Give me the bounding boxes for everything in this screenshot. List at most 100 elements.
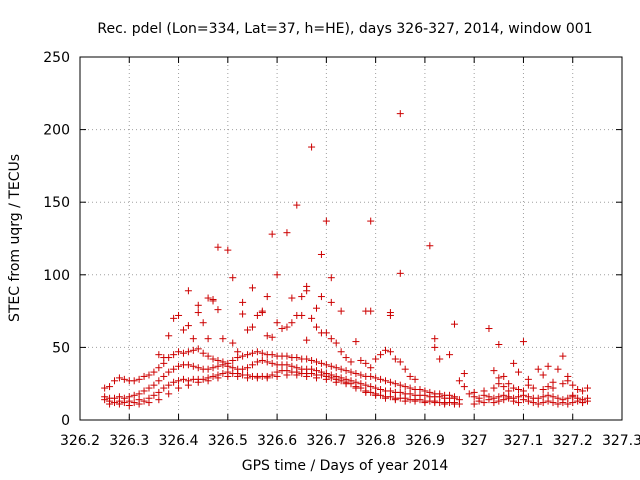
data-point (322, 361, 330, 369)
data-point (140, 387, 148, 395)
data-point (490, 367, 498, 375)
data-point (194, 345, 202, 353)
data-point (248, 349, 256, 357)
data-point (283, 229, 291, 237)
data-point (524, 393, 532, 401)
plot-frame (79, 56, 623, 421)
x-tick-label: 326.3 (109, 433, 149, 449)
data-point (460, 383, 468, 391)
x-tick-label: 327.1 (503, 433, 543, 449)
data-point (584, 394, 592, 402)
data-point (165, 390, 173, 398)
data-point (209, 372, 217, 380)
data-point (303, 287, 311, 295)
data-point (288, 294, 296, 302)
data-point (189, 362, 197, 370)
data-point (386, 387, 394, 395)
data-point (337, 307, 345, 315)
data-point (268, 359, 276, 367)
data-point (500, 372, 508, 380)
data-point (263, 374, 271, 382)
data-point (263, 332, 271, 340)
x-tick-label: 326.7 (306, 433, 346, 449)
data-point (490, 394, 498, 402)
data-point (308, 356, 316, 364)
data-point (377, 351, 385, 359)
data-point (145, 384, 153, 392)
data-point (386, 311, 394, 319)
data-point (327, 274, 335, 282)
data-point (253, 358, 261, 366)
data-point (347, 358, 355, 366)
data-point (391, 355, 399, 363)
data-point (229, 356, 237, 364)
data-point (401, 383, 409, 391)
data-point (293, 371, 301, 379)
data-point (184, 381, 192, 389)
data-point (209, 364, 217, 372)
x-tick-label: 327 (461, 433, 488, 449)
data-point (411, 397, 419, 405)
data-point (396, 269, 404, 277)
data-point (184, 322, 192, 330)
data-point (317, 359, 325, 367)
data-point (224, 359, 232, 367)
data-point (337, 348, 345, 356)
data-point (554, 394, 562, 402)
data-point (450, 400, 458, 408)
data-point (362, 359, 370, 367)
data-point (288, 362, 296, 370)
data-point (313, 358, 321, 366)
data-point (327, 335, 335, 343)
data-point (500, 391, 508, 399)
data-point (367, 307, 375, 315)
data-point (125, 393, 133, 401)
data-point (283, 323, 291, 331)
data-point (584, 384, 592, 392)
data-point (273, 271, 281, 279)
data-point (209, 355, 217, 363)
data-point (524, 375, 532, 383)
data-point (569, 381, 577, 389)
data-point (160, 384, 168, 392)
data-point (317, 368, 325, 376)
data-point (367, 364, 375, 372)
data-point (155, 396, 163, 404)
data-point (165, 368, 173, 376)
data-point (534, 365, 542, 373)
data-point (327, 371, 335, 379)
y-axis-label: STEC from uqrg / TECUs (7, 154, 23, 322)
data-point (239, 310, 247, 318)
data-point (194, 301, 202, 309)
data-point (401, 365, 409, 373)
data-point (313, 304, 321, 312)
data-point (303, 355, 311, 363)
data-point (475, 394, 483, 402)
data-point (204, 294, 212, 302)
data-point (175, 362, 183, 370)
y-tick-label: 200 (43, 123, 70, 139)
data-point (377, 386, 385, 394)
data-point (244, 351, 252, 359)
data-point (308, 365, 316, 373)
data-point (317, 250, 325, 258)
data-point (288, 319, 296, 327)
data-point (165, 332, 173, 340)
y-tick-label: 50 (52, 340, 70, 356)
data-point (204, 335, 212, 343)
data-point (204, 365, 212, 373)
data-point (579, 399, 587, 407)
data-point (170, 378, 178, 386)
data-point (110, 377, 118, 385)
data-point (431, 343, 439, 351)
data-point (234, 348, 242, 356)
data-point (327, 362, 335, 370)
data-point (224, 372, 232, 380)
data-point (352, 370, 360, 378)
data-point (574, 386, 582, 394)
data-point (184, 361, 192, 369)
data-point (273, 372, 281, 380)
data-point (362, 388, 370, 396)
data-point (367, 383, 375, 391)
data-point (342, 367, 350, 375)
